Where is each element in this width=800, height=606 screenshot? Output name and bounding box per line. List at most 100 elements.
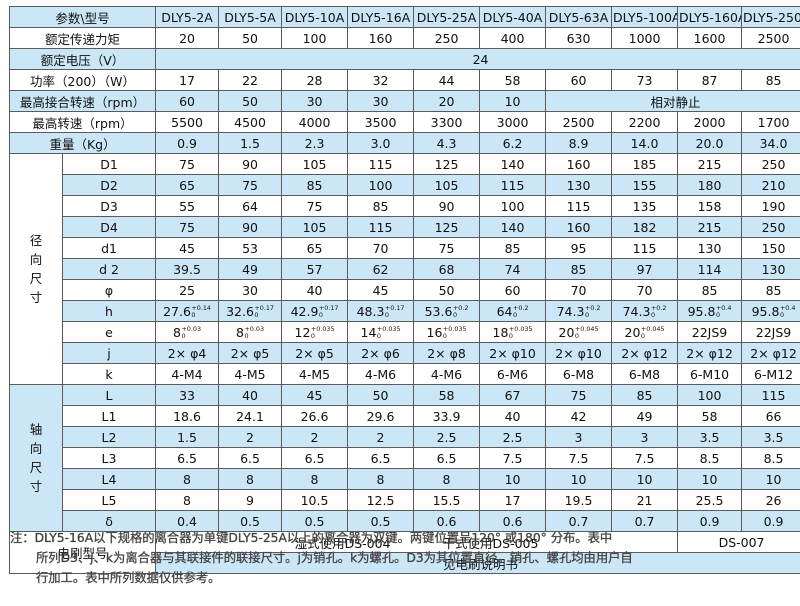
dimension-value: 10 <box>546 469 612 490</box>
dimension-label: e <box>63 322 156 343</box>
dimension-value: 2 <box>219 427 282 448</box>
model-header-7: DLY5-63A <box>546 7 612 28</box>
dimension-value: 7.5 <box>480 448 546 469</box>
dimension-value: 8 <box>156 490 219 511</box>
dimension-value: 2× φ10 <box>480 343 546 364</box>
dimension-value: 70 <box>546 280 612 301</box>
dimension-value: 2× φ10 <box>546 343 612 364</box>
dimension-value: 3.5 <box>742 427 800 448</box>
param-value-merged: 24 <box>156 49 800 70</box>
dimension-value: 4-M5 <box>282 364 348 385</box>
dimension-value: 85 <box>348 196 414 217</box>
dimension-label: D4 <box>63 217 156 238</box>
param-value: 1000 <box>612 28 678 49</box>
param-value: 400 <box>480 28 546 49</box>
dimension-value: 10 <box>742 469 800 490</box>
dimension-value: 62 <box>348 259 414 280</box>
dimension-value: 3.5 <box>678 427 742 448</box>
dimension-value: 70 <box>612 280 678 301</box>
dimension-value: 115 <box>742 385 800 406</box>
footnote-line-1: 注：DLY5-16A以下规格的离合器为单键DLY5-25A以上的离合器为双键。两… <box>10 529 794 549</box>
dimension-value: 7.5 <box>546 448 612 469</box>
dimension-label: d1 <box>63 238 156 259</box>
dimension-value: 39.5 <box>156 259 219 280</box>
param-value: 6.2 <box>480 133 546 154</box>
param-value: 3.0 <box>348 133 414 154</box>
dimension-value: 6-M8 <box>546 364 612 385</box>
param-value: 630 <box>546 28 612 49</box>
param-value: 5500 <box>156 112 219 133</box>
dimension-value: 90 <box>219 217 282 238</box>
dimension-value: 10 <box>678 469 742 490</box>
dimension-value: 49 <box>219 259 282 280</box>
dimension-value: 19.5 <box>546 490 612 511</box>
dimension-value: 6.5 <box>219 448 282 469</box>
dimension-value: 45 <box>282 385 348 406</box>
dimension-value: 125 <box>414 217 480 238</box>
param-label: 额定传递力矩 <box>10 28 156 49</box>
dimension-label: d 2 <box>63 259 156 280</box>
dimension-value: 67 <box>480 385 546 406</box>
table-row: 额定电压（V）24 <box>10 49 800 70</box>
dimension-value: 25 <box>156 280 219 301</box>
dimension-value: 40 <box>282 280 348 301</box>
dimension-label: L1 <box>63 406 156 427</box>
dimension-value: 2.5 <box>414 427 480 448</box>
dimension-value: 100 <box>480 196 546 217</box>
dimension-value: 100 <box>348 175 414 196</box>
dimension-value: 95 <box>546 238 612 259</box>
dimension-value: 182 <box>612 217 678 238</box>
dimension-value: 53 <box>219 238 282 259</box>
dimension-value: 2 <box>348 427 414 448</box>
header-corner-label: 参数\型号 <box>10 7 156 28</box>
dimension-value: 33.9 <box>414 406 480 427</box>
dimension-value: 130 <box>742 259 800 280</box>
dimension-value: 160 <box>546 217 612 238</box>
dimension-value: 140 <box>480 154 546 175</box>
dimension-value: 85 <box>678 280 742 301</box>
param-value: 50 <box>219 91 282 112</box>
dimension-value: 115 <box>348 154 414 175</box>
param-value: 2000 <box>678 112 742 133</box>
param-value: 160 <box>348 28 414 49</box>
dimension-value: 125 <box>414 154 480 175</box>
dimension-value: 85 <box>742 280 800 301</box>
dimension-label: k <box>63 364 156 385</box>
dimension-value: 85 <box>282 175 348 196</box>
dimension-value: 4-M5 <box>219 364 282 385</box>
dimension-value: 15.5 <box>414 490 480 511</box>
dimension-value: 155 <box>612 175 678 196</box>
dimension-value: 140 <box>480 217 546 238</box>
param-value: 250 <box>414 28 480 49</box>
dimension-value: 64 <box>219 196 282 217</box>
dimension-value: 10.5 <box>282 490 348 511</box>
param-value: 4500 <box>219 112 282 133</box>
dimension-value: 85 <box>546 259 612 280</box>
dimension-value: 150 <box>742 238 800 259</box>
dimension-value: 3 <box>546 427 612 448</box>
dimension-label: j <box>63 343 156 364</box>
dimension-value: 8 <box>156 469 219 490</box>
dimension-value: 8 <box>414 469 480 490</box>
param-value: 20 <box>414 91 480 112</box>
dimension-value: 100 <box>678 385 742 406</box>
dimension-value: 90 <box>219 154 282 175</box>
dimension-label: h <box>63 301 156 322</box>
dimension-value: 6-M8 <box>612 364 678 385</box>
param-value: 58 <box>480 70 546 91</box>
